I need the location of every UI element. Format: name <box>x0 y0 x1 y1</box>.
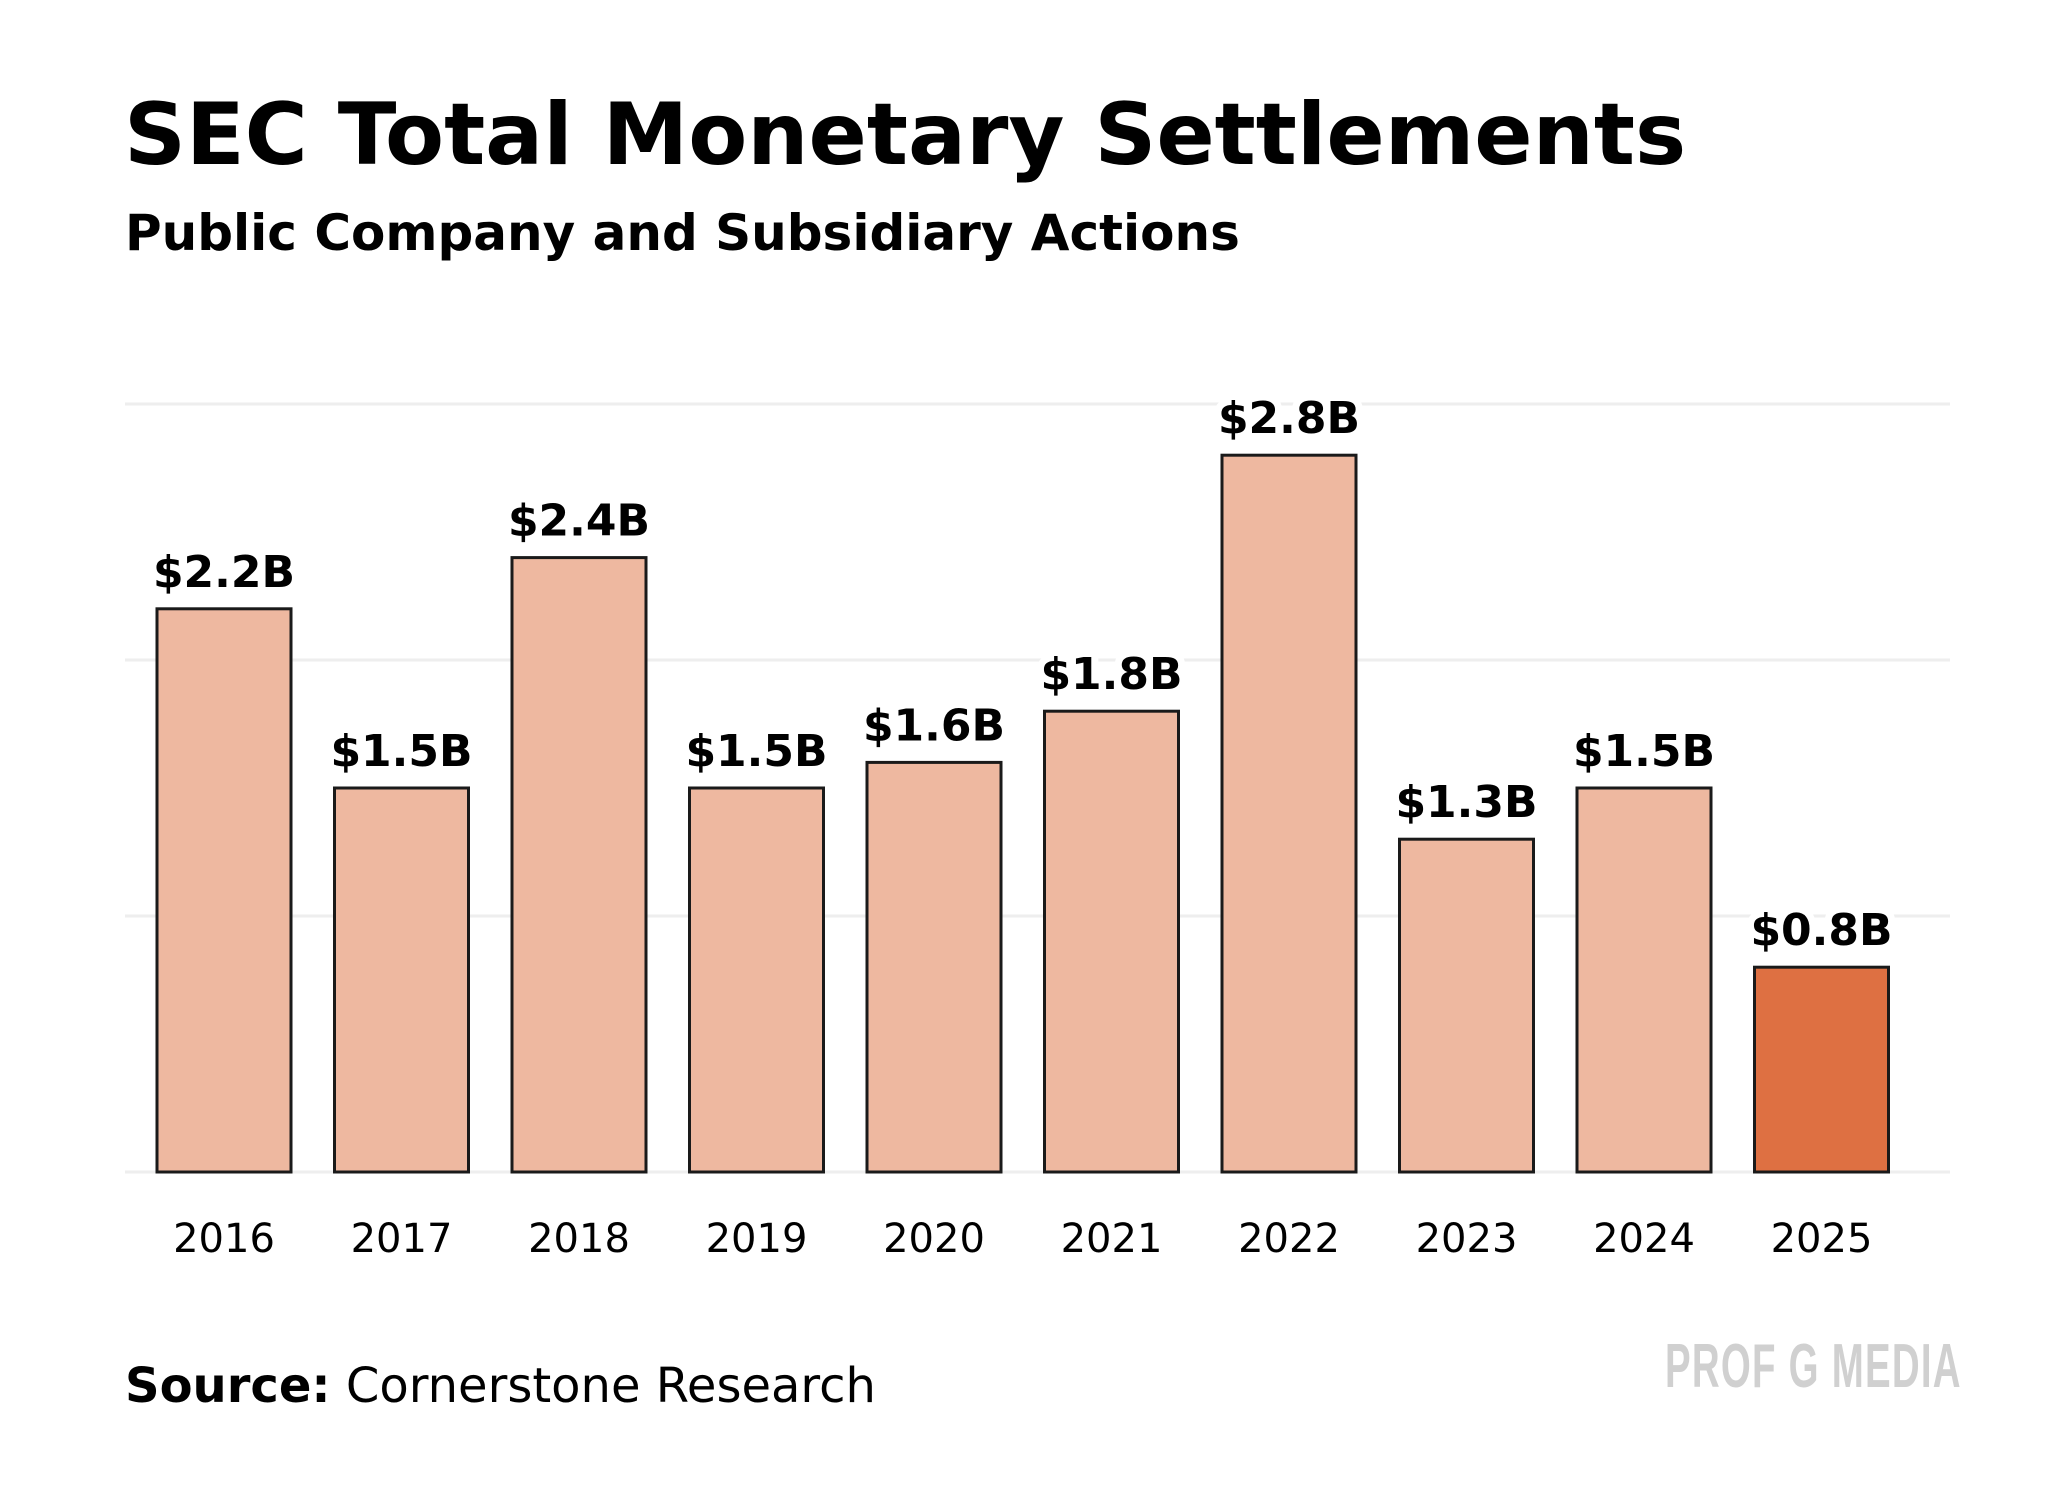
chart-title: SEC Total Monetary Settlements <box>124 85 1687 185</box>
bar <box>1753 965 1890 1174</box>
x-tick-label: 2018 <box>528 1216 630 1262</box>
data-label: $1.5B <box>685 726 827 777</box>
data-label: $1.3B <box>1395 777 1537 828</box>
bar <box>1043 709 1180 1174</box>
x-tick-label: 2024 <box>1593 1216 1695 1262</box>
bar <box>155 607 293 1174</box>
x-tick-label: 2021 <box>1061 1216 1163 1262</box>
prof-g-media-logo: PROF G MEDIA <box>1665 1332 1962 1401</box>
source-text: Cornerstone Research <box>345 1358 876 1414</box>
bar <box>865 760 1003 1174</box>
bar <box>688 786 825 1174</box>
source-label: Source: <box>125 1358 331 1414</box>
bar <box>1220 453 1358 1174</box>
data-label: $1.5B <box>1573 726 1715 777</box>
x-tick-label: 2020 <box>883 1216 985 1262</box>
x-tick-label: 2017 <box>351 1216 453 1262</box>
data-label: $2.4B <box>508 496 650 547</box>
x-tick-label: 2019 <box>706 1216 808 1262</box>
data-label: $1.8B <box>1040 649 1182 700</box>
data-label: $2.2B <box>153 547 295 598</box>
bar <box>333 786 470 1174</box>
x-tick-label: 2022 <box>1238 1216 1340 1262</box>
x-tick-label: 2023 <box>1416 1216 1518 1262</box>
bar <box>510 556 648 1174</box>
data-label: $2.8B <box>1218 393 1360 444</box>
bar <box>1398 837 1535 1174</box>
data-label: $1.6B <box>863 700 1005 751</box>
data-label: $1.5B <box>330 726 472 777</box>
x-tick-label: 2025 <box>1771 1216 1873 1262</box>
x-tick-label: 2016 <box>173 1216 275 1262</box>
source-note: Source: Cornerstone Research <box>125 1362 876 1410</box>
data-label: $0.8B <box>1750 905 1892 956</box>
bar <box>1575 786 1713 1174</box>
chart-subtitle: Public Company and Subsidiary Actions <box>125 204 1240 262</box>
